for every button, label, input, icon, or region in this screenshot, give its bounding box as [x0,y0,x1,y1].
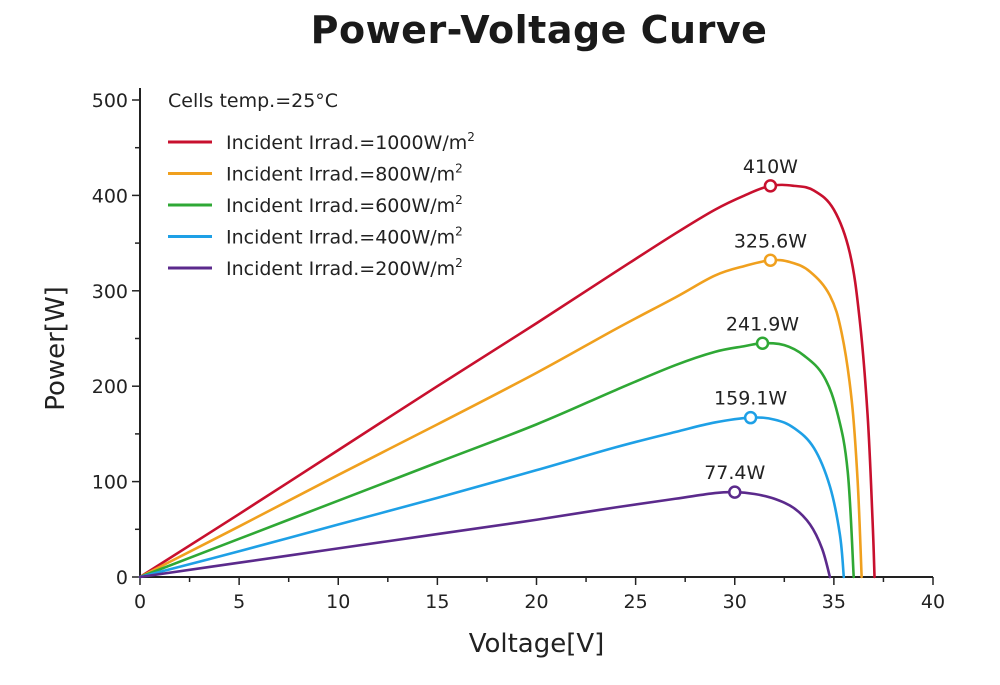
legend-label-1: Incident Irrad.=800W/m2 [226,162,463,186]
peak-marker-2 [755,336,770,351]
x-tick-label: 30 [723,591,747,613]
legend: Cells temp.=25°C Incident Irrad.=1000W/m2… [168,90,475,280]
peak-label-2: 241.9W [726,313,799,335]
peak-marker-0 [763,179,778,193]
y-tick-label: 400 [92,185,128,207]
x-tick-label: 35 [822,591,846,613]
peak-marker-3 [743,410,758,425]
x-tick-label: 0 [134,591,146,613]
series-line-0 [138,183,876,579]
peak-label-1: 325.6W [734,230,807,252]
peak-label-4: 77.4W [704,462,765,484]
peak-marker-4 [728,485,742,499]
y-tick-label: 100 [92,472,128,494]
x-tick-label: 15 [425,591,449,613]
series-line-1 [138,258,863,579]
x-tick-label: 25 [624,591,648,613]
y-axis-title: Power[W] [41,286,71,411]
y-tick-label: 0 [116,567,128,589]
x-tick-label: 40 [921,591,945,613]
chart-title: Power-Voltage Curve [310,8,768,52]
peak-marker-1 [763,253,778,268]
x-tick-label: 5 [233,591,245,613]
x-tick-label: 10 [326,591,350,613]
y-tick-label: 300 [92,281,128,303]
legend-label-0: Incident Irrad.=1000W/m2 [226,130,475,154]
x-tick-label: 20 [524,591,548,613]
legend-label-4: Incident Irrad.=200W/m2 [226,256,463,280]
legend-label-2: Incident Irrad.=600W/m2 [226,193,463,217]
series-layer [138,183,876,579]
y-tick-label: 200 [92,376,128,398]
axes-layer: 0 5 10 15 20 25 30 35 400100200300400500Voltage[… [41,88,945,659]
series-line-4 [138,490,832,579]
series-line-2 [138,341,855,579]
peak-label-3: 159.1W [714,388,787,410]
cells-temp-annotation: Cells temp.=25°C [168,90,338,112]
legend-label-3: Incident Irrad.=400W/m2 [226,225,463,249]
peak-label-0: 410W [743,156,798,178]
peak-marker-layer: 410W 325.6W 241.9W 159.1W 77.4W [704,156,807,499]
y-tick-label: 500 [92,90,128,112]
series-line-3 [138,416,846,579]
x-axis-title: Voltage[V] [469,629,605,659]
